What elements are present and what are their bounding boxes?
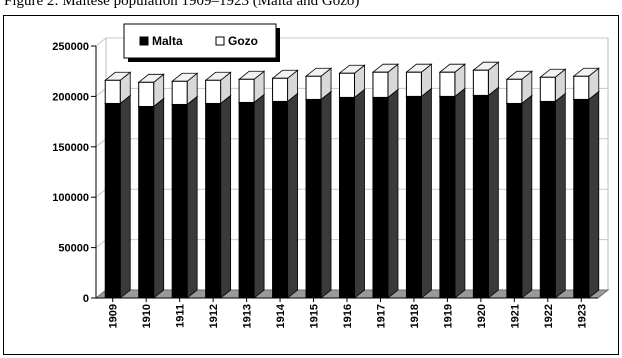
bar-side-malta-1921 (521, 94, 533, 299)
gridline-depth-3 (95, 138, 107, 148)
x-tick-label-1923: 1923 (576, 304, 588, 328)
bar-gozo-1920 (472, 69, 489, 96)
bar-side-malta-1909 (119, 94, 131, 299)
bar-gozo-1910 (138, 81, 155, 107)
bar-gozo-1911 (171, 80, 188, 105)
y-tick-labels: 0 50000 100000 150000 200000 250000 (52, 41, 89, 305)
bar-gozo-1922 (539, 76, 556, 102)
bar-malta-1909 (104, 102, 121, 299)
x-tick-label-1910: 1910 (141, 304, 153, 328)
bar-gozo-1917 (372, 71, 389, 98)
legend-swatch-malta (139, 36, 149, 46)
bar-gozo-1919 (439, 71, 456, 97)
x-tick-label-1915: 1915 (309, 304, 321, 328)
caption-strip: Figure 2: Maltese population 1909–1923 (… (0, 0, 622, 15)
bar-side-malta-1913 (253, 93, 265, 299)
x-tick-label-1919: 1919 (442, 304, 454, 328)
bar-gozo-1918 (405, 71, 422, 97)
gridline-depth-4 (95, 88, 107, 97)
x-tick-label-1920: 1920 (476, 304, 488, 328)
bar-malta-1920 (472, 94, 489, 299)
frame-border-bottom (3, 354, 619, 355)
bar-side-malta-1910 (153, 97, 165, 299)
figure-caption: Figure 2: Maltese population 1909–1923 (… (4, 0, 360, 9)
x-tick-label-1914: 1914 (275, 303, 287, 328)
frame-border-right (618, 15, 619, 355)
bar-gozo-1916 (339, 72, 355, 98)
x-tick-label-1921: 1921 (509, 304, 521, 328)
bar-gozo-1912 (205, 79, 222, 104)
bar-side-malta-1918 (421, 87, 432, 299)
x-tick-labels: 1909 1910 1911 1912 1913 1914 1915 1916 1917 1918… (108, 303, 589, 328)
frame-border-top (3, 15, 619, 16)
bar-malta-1912 (205, 102, 222, 299)
legend-swatch-gozo (215, 36, 225, 46)
bars (104, 61, 600, 299)
legend-box (123, 23, 277, 59)
legend: Malta Gozo (123, 23, 280, 62)
bar-side-malta-1916 (354, 88, 365, 299)
bar-malta-1917 (372, 96, 389, 299)
x-tick-label-1918: 1918 (409, 304, 421, 328)
bar-gozo-1913 (238, 78, 255, 103)
x-tick-label-1912: 1912 (208, 304, 220, 328)
y-tick-label-5: 250000 (52, 41, 89, 53)
bar-side-malta-1915 (320, 90, 332, 299)
gridline-depth-2 (95, 188, 107, 198)
bar-gozo-1921 (506, 78, 523, 104)
x-tick-label-1911: 1911 (175, 304, 187, 328)
gridline-depth-1 (95, 239, 107, 248)
bar-side-malta-1923 (588, 90, 600, 299)
bar-side-malta-1911 (186, 95, 198, 299)
bar-gozo-1915 (305, 75, 322, 100)
gridline-depth-5 (95, 37, 107, 47)
bar-side-malta-1920 (487, 86, 499, 299)
bar-malta-1923 (573, 98, 590, 299)
bar-gozo-1909 (104, 79, 121, 104)
bar-malta-1915 (305, 98, 322, 299)
frame-border-left (3, 15, 4, 355)
x-tick-label-1922: 1922 (543, 304, 555, 328)
bar-side-malta-1914 (287, 92, 298, 299)
legend-label-malta: Malta (152, 34, 183, 48)
bar-malta-1911 (171, 103, 188, 299)
bar-side-malta-1912 (220, 94, 232, 299)
bar-malta-1910 (138, 105, 155, 299)
bar-malta-1916 (339, 96, 355, 299)
bar-malta-1919 (439, 95, 456, 299)
bar-malta-1918 (405, 95, 422, 299)
x-tick-label-1913: 1913 (242, 304, 254, 328)
x-tick-label-1909: 1909 (108, 304, 120, 328)
bar-side-malta-1922 (554, 92, 566, 299)
y-tick-label-1: 50000 (58, 243, 89, 255)
bar-malta-1913 (238, 101, 255, 299)
bar-side-malta-1917 (387, 88, 399, 299)
y-tick-label-2: 100000 (52, 192, 89, 204)
bar-gozo-1914 (272, 77, 289, 102)
y-tick-label-4: 200000 (52, 91, 89, 103)
x-tick-label-1917: 1917 (375, 304, 387, 328)
y-tick-label-0: 0 (83, 293, 89, 305)
bar-side-malta-1919 (454, 87, 466, 299)
y-tick-label-3: 150000 (52, 142, 89, 154)
bar-malta-1922 (539, 100, 556, 299)
bar-malta-1921 (506, 102, 523, 299)
bar-malta-1914 (272, 100, 289, 299)
legend-label-gozo: Gozo (228, 34, 258, 48)
x-tick-label-1916: 1916 (342, 304, 354, 328)
bar-gozo-1923 (573, 75, 590, 100)
